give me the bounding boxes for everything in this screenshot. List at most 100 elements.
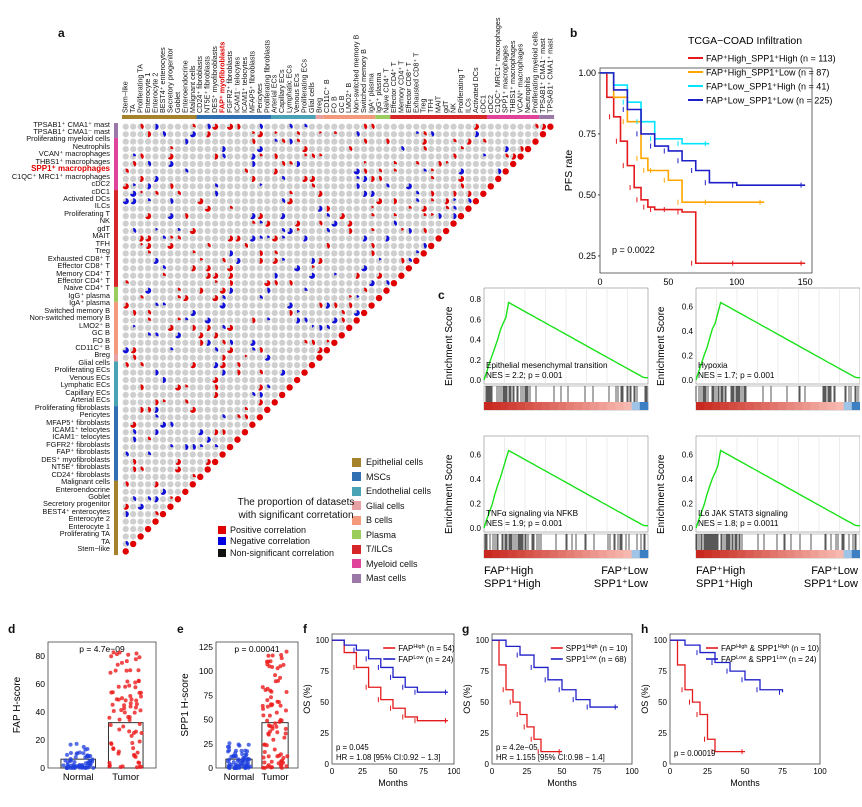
corr-cell [234,325,240,331]
corr-cell [123,213,129,219]
row-group-bar [114,287,118,302]
group-label-right1: FAP⁺Low [811,565,858,577]
corr-cell [272,176,278,182]
rank-gradient [582,550,591,558]
corr-cell [428,235,434,241]
y-axis-label: OS (%) [640,684,650,714]
legend-level: High [413,644,424,650]
rank-gradient [632,550,641,558]
corr-cell [324,265,330,271]
tumor-point [139,691,143,695]
corr-cell [488,131,494,137]
tumor-point [139,695,143,699]
corr-cell [175,310,181,316]
corr-cell [257,288,263,294]
corr-cell [182,265,188,271]
corr-cell [279,362,285,368]
corr-cell [130,146,136,152]
corr-cell-fraction [185,444,188,450]
corr-cell [391,191,397,197]
x-axis-label: Months [547,778,577,788]
corr-cell [495,131,501,137]
rank-gradient [762,550,771,558]
row-group-bar [114,190,118,287]
tumor-point [269,703,273,707]
p-value: p = 4.2e−05 [496,743,538,752]
corr-cell [331,332,337,338]
y-axis-label: Enrichment Score [444,454,455,534]
group-color-swatch [352,530,361,539]
corr-cell-fraction [319,325,322,331]
corr-cell [264,206,270,212]
corr-cell [138,526,144,532]
corr-cell [279,220,285,226]
tumor-point [263,750,267,754]
corr-cell [383,124,389,130]
corr-cell-fraction [327,206,330,212]
corr-cell [324,146,330,152]
corr-cell [138,206,144,212]
corr-cell [443,168,449,174]
corr-cell [391,176,397,182]
rank-gradient [762,402,771,410]
tumor-point [139,708,143,712]
corr-cell [272,295,278,301]
rank-gradient [582,402,591,410]
corr-cell [182,258,188,264]
diagonal-cell [309,362,315,368]
proportion-swatch [218,537,226,545]
corr-cell [152,235,158,241]
corr-cell [242,139,248,145]
corr-cell [138,310,144,316]
corr-cell [301,206,307,212]
legend-label: FAPHigh & SPP1High (n = 10) [721,644,819,653]
corr-cell [346,213,352,219]
diagonal-cell [547,124,553,130]
corr-cell [264,399,270,405]
corr-cell [413,146,419,152]
corr-cell [219,168,225,174]
corr-cell [152,340,158,346]
corr-cell [167,362,173,368]
proportion-legend-label: Non-significant correlation [230,548,334,558]
corr-cell [167,295,173,301]
group-color-swatch [352,487,361,496]
corr-cell [339,131,345,137]
corr-cell [391,243,397,249]
corr-cell [309,228,315,234]
corr-cell [152,153,158,159]
corr-cell [406,161,412,167]
corr-cell [123,220,129,226]
corr-cell [182,474,188,480]
corr-cell-fraction [126,511,129,517]
y-tick-label: 80 [36,651,46,661]
corr-cell [406,243,412,249]
corr-cell-fraction [156,302,159,306]
corr-cell [234,153,240,159]
rank-gradient [492,550,501,558]
corr-cell [167,250,173,256]
corr-cell-fraction [148,250,151,253]
corr-cell [242,258,248,264]
y-tick-label: 25 [658,729,667,738]
corr-cell [138,228,144,234]
corr-cell [391,235,397,241]
group-label-right2: SPP1⁺Low [804,578,858,590]
tumor-point [133,711,137,715]
corr-cell [443,124,449,130]
corr-cell [324,250,330,256]
rank-gradient [566,550,575,558]
corr-cell [130,302,136,308]
corr-cell [294,206,300,212]
corr-cell [398,131,404,137]
tumor-point [271,654,275,658]
y-tick-label: 0.50 [578,190,596,200]
normal-point [244,756,248,760]
corr-cell [458,131,464,137]
corr-cell [480,131,486,137]
corr-cell [175,325,181,331]
corr-cell [205,384,211,390]
corr-cell [242,392,248,398]
rank-gradient [558,550,567,558]
corr-cell [488,124,494,130]
